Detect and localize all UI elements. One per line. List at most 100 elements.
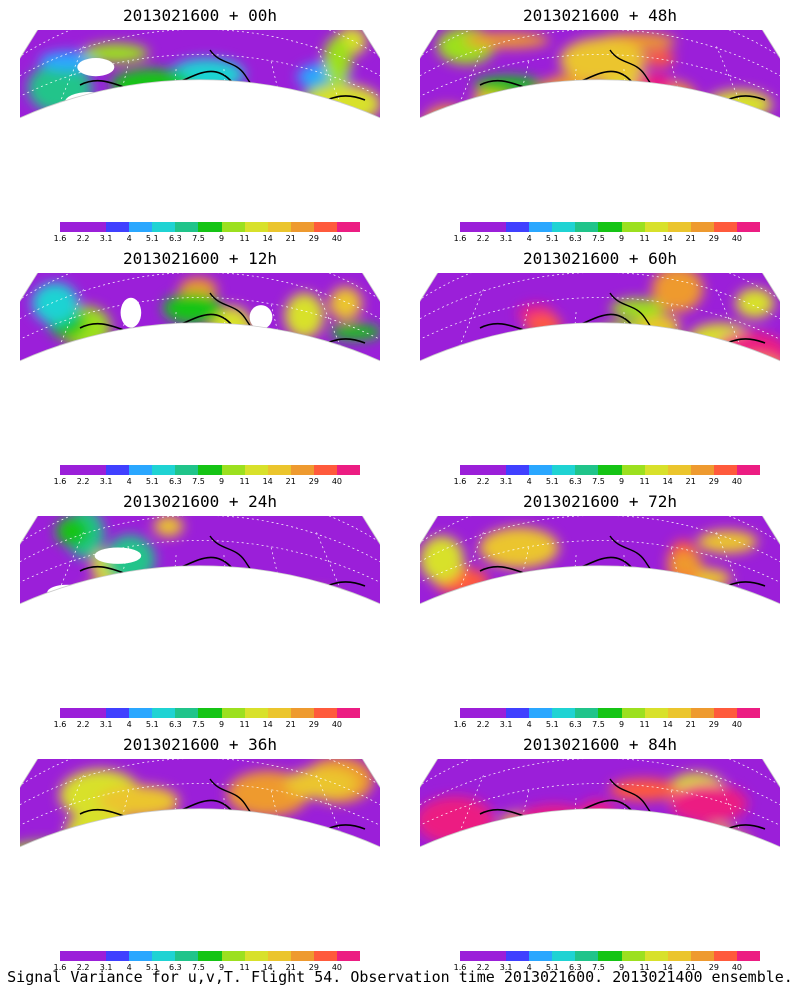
colorbar-segment (736, 465, 761, 475)
variance-field-blob (532, 381, 582, 391)
colorbar-tick-label: 4 (126, 963, 132, 972)
longitude-gridline (564, 312, 577, 391)
map-outline (20, 516, 380, 605)
longitude-gridline (164, 555, 177, 634)
variance-field-blob (609, 778, 678, 801)
variance-field-blob (579, 333, 652, 379)
colorbar-ticks: 1.6 2.2 3.1 4 5.1 6.3 7.5 9 11 14 21 29 40 (54, 234, 360, 246)
colorbar-tick-label: 7.5 (192, 720, 205, 729)
colorbar-tick-label: 1.6 (453, 963, 467, 972)
colorbar-tick-label: 11 (239, 234, 250, 243)
map-outline (20, 30, 380, 119)
panel-title: 2013021600 + 84h (522, 735, 678, 754)
colorbar-segment (336, 951, 361, 961)
colorbar-segment (552, 951, 576, 961)
longitude-gridline (564, 798, 577, 877)
variance-field-blob (520, 338, 572, 362)
colorbar-tick-label: 1.6 (53, 720, 67, 729)
variance-field-blob (159, 623, 220, 634)
colorbar-tick-label: 29 (308, 234, 319, 243)
colorbar-segment (313, 465, 337, 475)
colorbar-tick-label: 3.1 (99, 963, 113, 972)
colorbar-segment (106, 708, 130, 718)
colorbar-tick-label: 6.3 (569, 234, 582, 243)
map-background (420, 516, 780, 634)
colorbar-tick-label: 2.2 (76, 477, 90, 486)
variance-field-blob (116, 410, 171, 438)
map-outline (420, 759, 780, 848)
colorbar-tick-label: 21 (685, 963, 696, 972)
variance-field-blob (64, 843, 116, 863)
map-outline (420, 516, 780, 605)
panel-title: 2013021600 + 60h (522, 249, 678, 268)
colorbar-segment (529, 708, 553, 718)
missing-data-patch (60, 381, 84, 391)
colorbar-segment (529, 951, 553, 961)
colorbar-tick-label: 14 (262, 963, 273, 972)
variance-field-blob (473, 75, 542, 94)
variance-field-blob (32, 282, 79, 324)
variance-field-blob (181, 820, 257, 842)
colorbar-tick-label: 7.5 (192, 477, 205, 486)
variance-field-blob (77, 639, 144, 664)
missing-data-patch (94, 547, 142, 564)
colorbar-segment (244, 951, 268, 961)
variance-field-blob (695, 825, 741, 866)
colorbar-tick-label: 21 (685, 234, 696, 243)
variance-field-blob (168, 887, 205, 906)
map-background (420, 273, 780, 391)
map-outline (420, 273, 780, 362)
panel-title: 2013021600 + 00h (122, 6, 278, 25)
colorbar-tick-label: 9 (618, 720, 625, 729)
colorbar-segment (598, 222, 622, 232)
colorbar-tick-label: 7.5 (592, 963, 605, 972)
colorbar-tick-label: 29 (308, 477, 319, 486)
colorbar-segment (267, 951, 291, 961)
missing-data-patch (77, 58, 115, 77)
colorbar-segment (221, 951, 245, 961)
variance-map (420, 30, 780, 148)
colorbar-tick-label: 9 (218, 720, 225, 729)
colorbar-segment (667, 951, 691, 961)
colorbar-tick-label: 14 (662, 963, 673, 972)
colorbar-segment (152, 465, 176, 475)
colorbar-tick-label: 5.1 (145, 720, 159, 729)
colorbar-ticks: 1.6 2.2 3.1 4 5.1 6.3 7.5 9 11 14 21 29 40 (454, 477, 760, 489)
colorbar-ticks: 1.6 2.2 3.1 4 5.1 6.3 7.5 9 11 14 21 29 40 (54, 963, 360, 975)
colorbar-tick-label: 7.5 (592, 234, 605, 243)
colorbar-tick-label: 11 (639, 234, 650, 243)
colorbar-segment (644, 222, 668, 232)
variance-field-blob (208, 619, 265, 634)
colorbar-tick-label: 4 (126, 477, 132, 486)
panel-title: 2013021600 + 72h (522, 492, 678, 511)
colorbar-tick-label: 5.1 (545, 477, 559, 486)
colorbar-tick-label: 4 (526, 477, 532, 486)
colorbar (460, 465, 761, 475)
colorbar-tick-label: 40 (731, 963, 743, 972)
colorbar-segment (598, 465, 622, 475)
map-panel: 2013021600 + 36h 1.6 2.2 3.1 4 5.1 6.3 7.5 9 11 1… (0, 729, 400, 977)
variance-field-blob (621, 78, 698, 120)
colorbar-tick-label: 11 (639, 963, 650, 972)
map-panel: 2013021600 + 60h 1.6 2.2 3.1 4 5.1 6.3 7.5 9 11 1… (400, 243, 800, 491)
variance-field-blob (673, 830, 751, 850)
variance-field-blob (55, 516, 90, 547)
variance-field-blob (329, 286, 362, 321)
colorbar-segment (313, 708, 337, 718)
variance-field-blob (169, 853, 255, 871)
colorbar-tick-label: 7.5 (192, 234, 205, 243)
variance-field-blob (529, 386, 564, 391)
colorbar-segment (313, 222, 337, 232)
missing-data-patch (140, 86, 186, 97)
colorbar (460, 222, 761, 232)
colorbar-segment (713, 708, 737, 718)
colorbar-tick-label: 5.1 (545, 720, 559, 729)
variance-field-blob (109, 860, 164, 877)
colorbar-segment (221, 465, 245, 475)
longitude-gridline (164, 312, 177, 391)
colorbar-segment (621, 708, 645, 718)
variance-field-blob (706, 90, 773, 120)
colorbar (60, 708, 361, 718)
variance-field-blob (651, 273, 704, 312)
variance-field-blob (420, 116, 482, 148)
